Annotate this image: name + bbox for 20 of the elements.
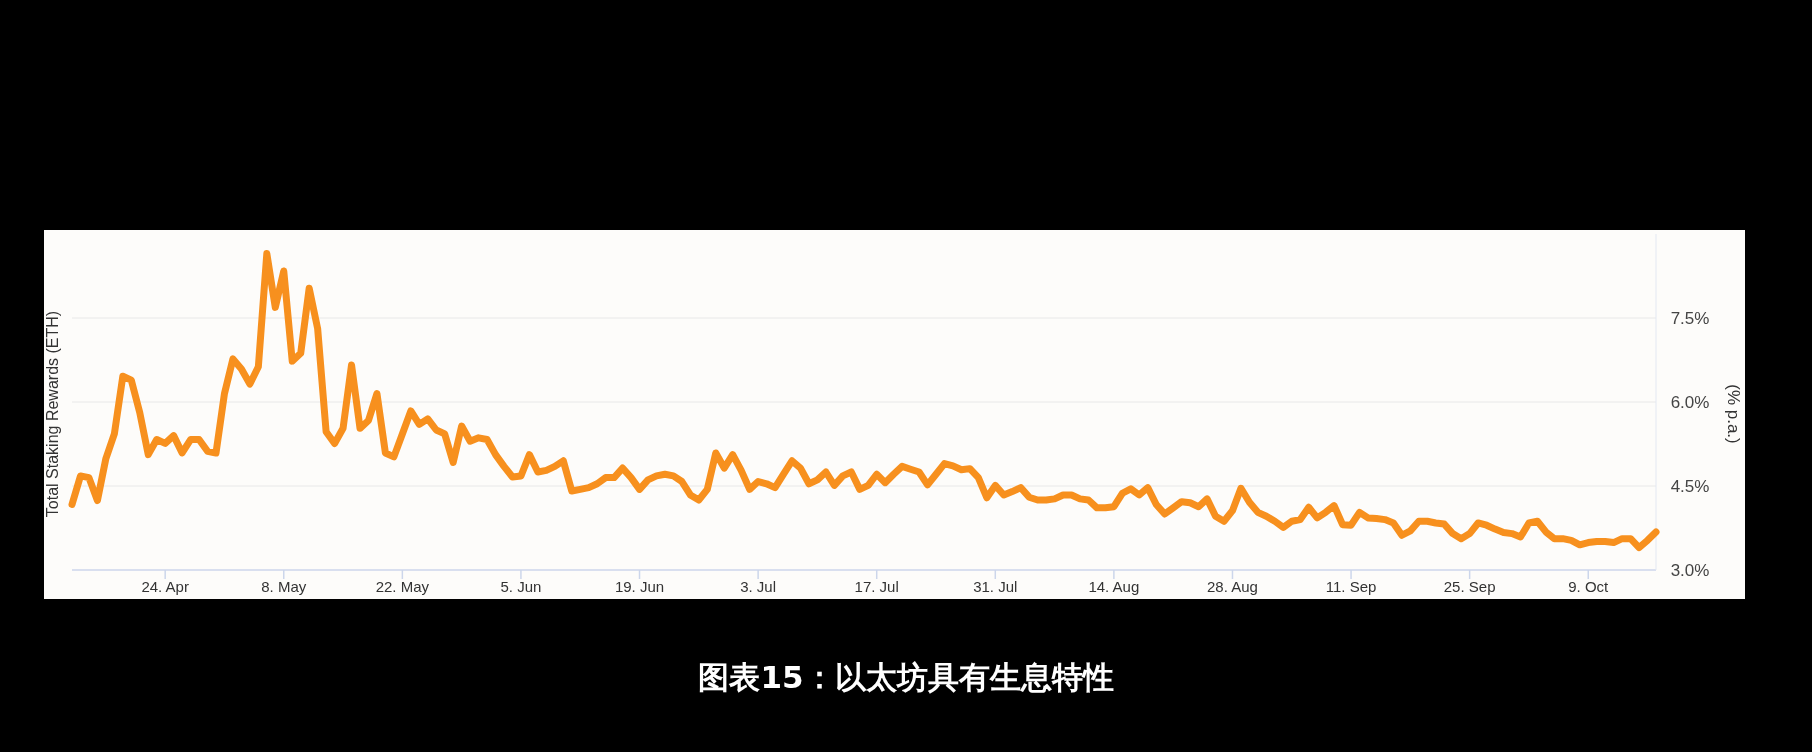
x-tick-label: 8. May: [261, 578, 307, 595]
y2-tick-label: 7.5%: [1670, 309, 1710, 328]
x-tick-label: 11. Sep: [1325, 578, 1377, 595]
x-tick-label: 19. Jun: [614, 578, 665, 595]
y-axis-title: Total Staking Rewards (ETH): [44, 310, 61, 518]
x-tick-label: 28. Aug: [1207, 578, 1258, 595]
x-tick-label: 31. Jul: [973, 578, 1018, 595]
x-tick-label: 22. May: [375, 578, 430, 595]
x-tick-label: 3. Jul: [740, 578, 777, 595]
y2-tick-label: 3.0%: [1670, 561, 1710, 580]
text: 图表15：以太坊具有生息特性: [698, 659, 1114, 695]
y2-tick-label: 4.5%: [1670, 477, 1710, 496]
x-tick-label: 17. Jul: [854, 578, 899, 595]
x-tick-label: 14. Aug: [1088, 578, 1140, 595]
x-tick-label: 24. Apr: [141, 578, 189, 595]
x-tick-label: 25. Sep: [1443, 578, 1496, 595]
y2-tick-label: 6.0%: [1670, 393, 1710, 412]
y2-axis-title: (% p.a.): [1724, 384, 1743, 444]
x-tick-label: 9. Oct: [1568, 578, 1610, 595]
x-tick-label: 5. Jun: [500, 578, 542, 595]
